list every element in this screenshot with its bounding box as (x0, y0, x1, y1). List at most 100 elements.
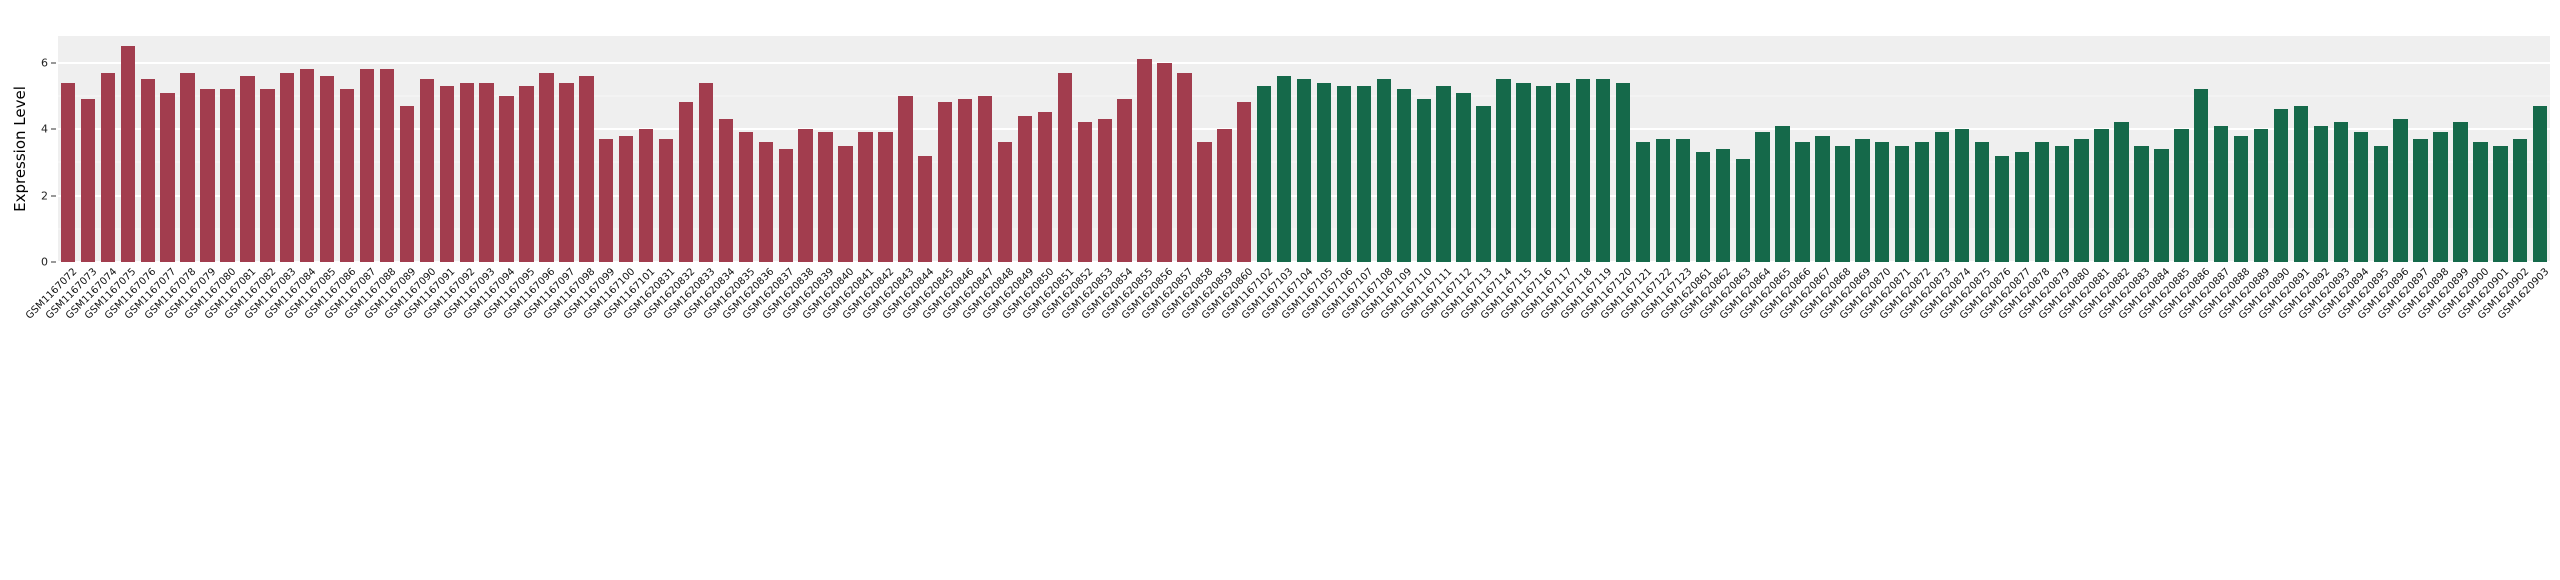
bar-GSM1620868 (1835, 145, 1850, 262)
bar-GSM1620866 (1795, 142, 1810, 262)
bar-slot (696, 36, 716, 262)
bar-GSM1167107 (1356, 85, 1372, 262)
bar-slot (1613, 36, 1633, 262)
bar-slot (437, 36, 457, 262)
bar-GSM1620856 (1157, 62, 1172, 262)
bar-GSM1167112 (1456, 92, 1471, 262)
bar-GSM1620900 (2473, 142, 2488, 262)
bar-slot (1892, 36, 1912, 262)
bar-slot (1214, 36, 1234, 262)
bar-GSM1620861 (1695, 152, 1711, 262)
bar-GSM1167116 (1536, 85, 1551, 262)
bar-GSM1620845 (938, 102, 953, 262)
bar-slot (1952, 36, 1972, 262)
bar-slot (2470, 36, 2490, 262)
bar-slot (1474, 36, 1494, 262)
bar-GSM1620864 (1755, 132, 1770, 262)
bar-slot (397, 36, 417, 262)
gridline (58, 61, 2550, 64)
bar-GSM1167113 (1476, 105, 1491, 262)
bar-slot (277, 36, 297, 262)
bar-GSM1620902 (2513, 139, 2528, 262)
gridline (58, 261, 2550, 263)
bar-slot (98, 36, 118, 262)
bar-GSM1620839 (818, 132, 833, 262)
bar-slot (2371, 36, 2391, 262)
bar-slot (337, 36, 357, 262)
bar-slot (377, 36, 397, 262)
bar-GSM1620901 (2493, 145, 2508, 262)
bar-GSM1620835 (738, 132, 754, 262)
bar-slot (2151, 36, 2171, 262)
bar-slot (756, 36, 776, 262)
bar-GSM1620872 (1914, 142, 1930, 262)
bar-slot (915, 36, 935, 262)
bar-GSM1620879 (2054, 145, 2069, 262)
bar-GSM1620841 (858, 132, 873, 262)
bar-GSM1167088 (379, 69, 395, 262)
bar-GSM1167084 (300, 69, 315, 262)
bar-GSM1620849 (1017, 115, 1033, 262)
bar-slot (2191, 36, 2211, 262)
bar-slot (736, 36, 756, 262)
bar-GSM1167075 (120, 45, 135, 262)
bar-slot (1513, 36, 1533, 262)
bar-slot (875, 36, 895, 262)
bar-slot (1733, 36, 1753, 262)
bar-slot (1573, 36, 1593, 262)
bar-slot (1314, 36, 1334, 262)
bar-GSM1167102 (1257, 85, 1272, 262)
bar-slot (836, 36, 856, 262)
bar-slot (2211, 36, 2231, 262)
x-tick-slot: GSM1620903 (2496, 263, 2551, 373)
bar-slot (2530, 36, 2550, 262)
bar-GSM1620903 (2533, 105, 2548, 262)
bar-slot (1533, 36, 1553, 262)
bar-slot (1075, 36, 1095, 262)
bar-GSM1167108 (1376, 79, 1392, 262)
bar-GSM1620851 (1057, 72, 1073, 262)
bar-GSM1620846 (957, 99, 973, 262)
bar-GSM1620843 (898, 95, 913, 262)
bar-slot (118, 36, 138, 262)
bar-GSM1620865 (1775, 125, 1790, 262)
bar-GSM1620859 (1217, 129, 1232, 262)
bar-series-container (58, 36, 2550, 262)
bar-GSM1620893 (2333, 122, 2349, 262)
bar-GSM1167115 (1516, 82, 1531, 262)
bar-GSM1620876 (1994, 155, 2010, 262)
bar-GSM1620855 (1137, 59, 1152, 262)
bar-slot (2411, 36, 2431, 262)
bar-slot (2391, 36, 2411, 262)
bar-slot (2092, 36, 2112, 262)
bar-slot (58, 36, 78, 262)
bar-slot (1852, 36, 1872, 262)
x-tick-slot: GSM1620902 (2476, 263, 2531, 373)
bar-GSM1620882 (2114, 122, 2129, 262)
bar-slot (1274, 36, 1294, 262)
bar-slot (716, 36, 736, 262)
bar-slot (2451, 36, 2471, 262)
bar-GSM1167117 (1556, 82, 1571, 262)
bar-slot (1972, 36, 1992, 262)
bar-slot (955, 36, 975, 262)
bar-slot (616, 36, 636, 262)
bar-GSM1167087 (359, 69, 375, 262)
bar-GSM1167099 (599, 139, 614, 262)
bar-slot (856, 36, 876, 262)
bar-GSM1620852 (1077, 122, 1092, 262)
bar-GSM1620860 (1237, 102, 1252, 262)
bar-GSM1620894 (2353, 132, 2368, 262)
bar-slot (1015, 36, 1035, 262)
bar-slot (2271, 36, 2291, 262)
bar-GSM1167082 (260, 89, 275, 262)
bar-slot (2351, 36, 2371, 262)
bar-GSM1620895 (2373, 145, 2388, 262)
bar-slot (1135, 36, 1155, 262)
bar-slot (1553, 36, 1573, 262)
y-tick-label: 6 (41, 57, 56, 68)
bar-slot (218, 36, 238, 262)
bar-slot (1175, 36, 1195, 262)
bar-GSM1167090 (419, 79, 435, 262)
